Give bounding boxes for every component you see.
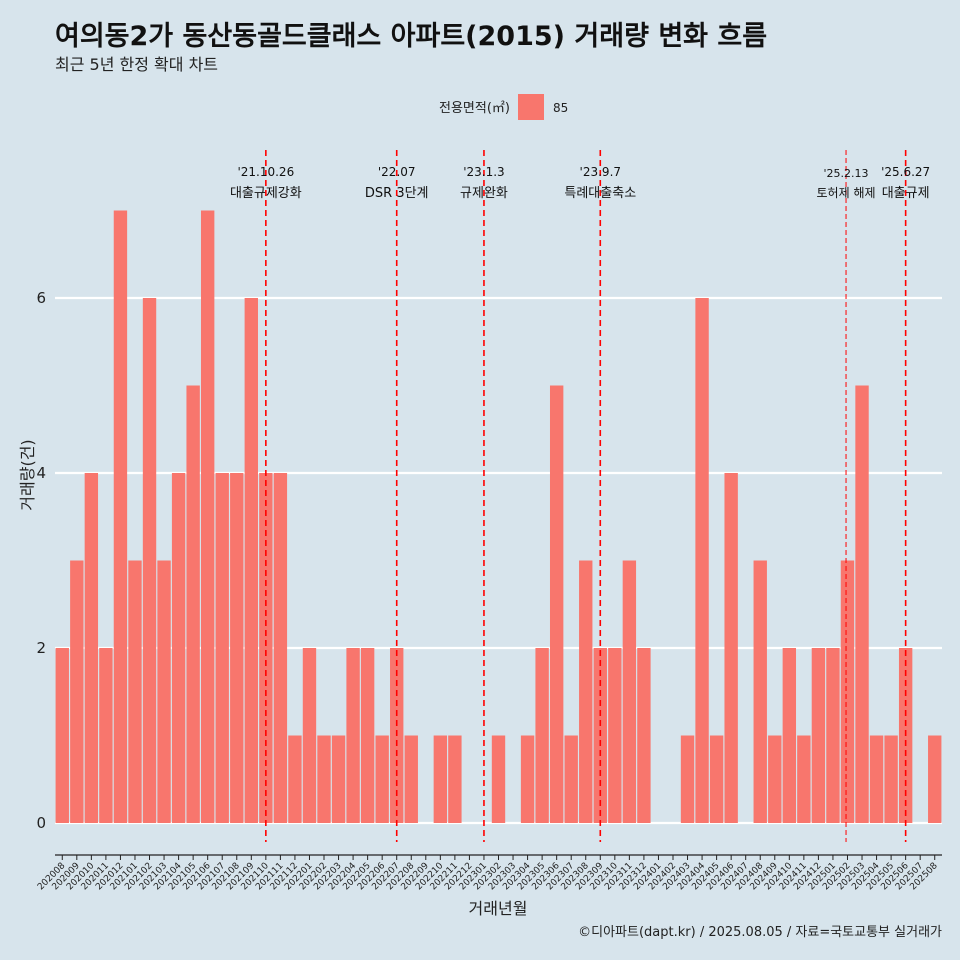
legend-title: 전용면적(㎡) — [439, 101, 510, 116]
legend-label-85: 85 — [553, 101, 568, 115]
caption: ©디아파트(dapt.kr) / 2025.08.05 / 자료=국토교통부 실… — [578, 925, 942, 940]
event-date-4: '25.2.13 — [824, 167, 869, 180]
bar-202306 — [549, 385, 564, 823]
bar-202310 — [608, 648, 622, 823]
bar-202110 — [259, 473, 273, 823]
y-tick-label-0: 0 — [36, 814, 46, 832]
bar-202308 — [579, 560, 593, 823]
bar-202409 — [768, 735, 782, 823]
event-label-0: 대출규제강화 — [230, 186, 302, 201]
event-label-1: DSR 3단계 — [365, 186, 429, 201]
bar-202312 — [637, 648, 651, 823]
y-tick-label-2: 4 — [36, 464, 46, 482]
bar-202404 — [695, 298, 709, 823]
bar-202202 — [317, 735, 331, 823]
event-label-2: 규제완화 — [460, 186, 508, 201]
bar-202201 — [302, 648, 317, 823]
y-axis-title: 거래량(건) — [18, 439, 37, 510]
y-axis: 0 2 4 6 — [36, 289, 46, 832]
legend: 전용면적(㎡) 85 — [439, 94, 568, 120]
y-tick-label-1: 2 — [36, 639, 46, 657]
bar-202210 — [433, 735, 448, 823]
bar-202406 — [724, 473, 738, 823]
bar-202102 — [142, 298, 157, 823]
bar-202107 — [215, 473, 229, 823]
bar-202508 — [928, 735, 942, 823]
bar-202008 — [55, 648, 69, 823]
event-label-5: 대출규제 — [882, 186, 930, 201]
bar-202103 — [157, 560, 171, 823]
event-date-3: '23.9.7 — [580, 165, 621, 179]
event-markers: '21.10.26 대출규제강화 '22.07 DSR 3단계 '23.1.3 규제완화 '… — [230, 150, 930, 842]
bars — [55, 210, 942, 823]
bar-202408 — [753, 560, 767, 823]
bar-202108 — [230, 473, 244, 823]
event-date-0: '21.10.26 — [237, 165, 294, 179]
event-date-5: '25.6.27 — [881, 165, 930, 179]
bar-202203 — [331, 735, 346, 823]
bar-202311 — [622, 560, 637, 823]
bar-202302 — [491, 735, 506, 823]
bar-202009 — [70, 560, 84, 823]
bar-202105 — [186, 385, 200, 823]
bar-202503 — [855, 385, 869, 823]
x-axis-title: 거래년월 — [469, 899, 528, 918]
y-tick-label-3: 6 — [36, 289, 46, 307]
bar-202211 — [448, 735, 462, 823]
bar-202011 — [99, 648, 113, 823]
bar-202112 — [288, 735, 302, 823]
bar-202305 — [535, 648, 549, 823]
bar-202412 — [811, 648, 826, 823]
bar-202106 — [200, 210, 215, 823]
bar-202204 — [346, 648, 360, 823]
bar-202403 — [680, 735, 695, 823]
event-date-2: '23.1.3 — [463, 165, 504, 179]
x-axis: 2020082020092020102020112020122021012021… — [36, 854, 942, 892]
event-label-3: 특례대출축소 — [564, 186, 636, 201]
bar-202410 — [782, 648, 797, 823]
bar-202504 — [869, 735, 884, 823]
bar-202502 — [840, 560, 855, 823]
event-date-1: '22.07 — [378, 165, 416, 179]
bar-202109 — [244, 298, 258, 823]
bar-202411 — [797, 735, 811, 823]
bar-202101 — [128, 560, 142, 823]
chart-title: 여의동2가 동산동골드클래스 아파트(2015) 거래량 변화 흐름 — [55, 21, 767, 52]
event-label-4: 토허제 해제 — [817, 186, 876, 200]
bar-202010 — [84, 473, 99, 823]
legend-swatch-85 — [518, 94, 544, 120]
bar-202205 — [360, 648, 375, 823]
bar-202206 — [375, 735, 389, 823]
bar-202208 — [404, 735, 418, 823]
bar-202505 — [884, 735, 898, 823]
bar-202104 — [171, 473, 186, 823]
bar-202501 — [826, 648, 840, 823]
chart-subtitle: 최근 5년 한정 확대 차트 — [55, 55, 218, 74]
bar-202307 — [564, 735, 578, 823]
bar-202111 — [273, 473, 288, 823]
bar-202304 — [520, 735, 535, 823]
bar-202012 — [113, 210, 128, 823]
bar-202405 — [709, 735, 724, 823]
